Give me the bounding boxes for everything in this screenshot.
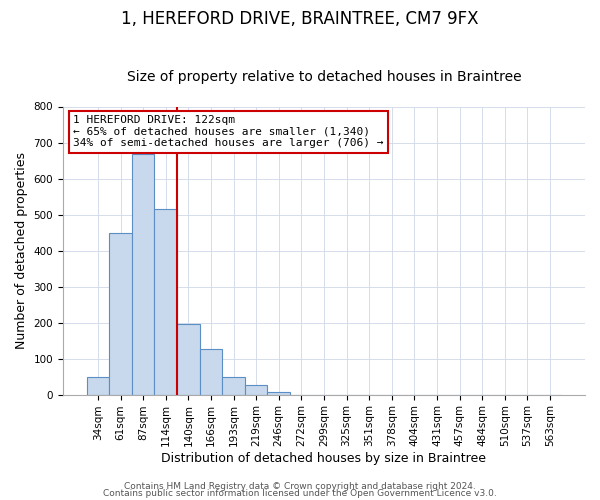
Bar [86,376,109,394]
Text: Contains public sector information licensed under the Open Government Licence v3: Contains public sector information licen… [103,490,497,498]
Bar [268,392,290,394]
Text: 1 HEREFORD DRIVE: 122sqm
← 65% of detached houses are smaller (1,340)
34% of sem: 1 HEREFORD DRIVE: 122sqm ← 65% of detach… [73,115,384,148]
Bar [132,154,154,394]
Y-axis label: Number of detached properties: Number of detached properties [15,152,28,349]
Bar [154,209,177,394]
Bar [177,324,200,394]
Bar [200,349,222,395]
Title: Size of property relative to detached houses in Braintree: Size of property relative to detached ho… [127,70,521,85]
Bar [245,385,268,394]
Bar [222,378,245,394]
Bar [109,234,132,394]
X-axis label: Distribution of detached houses by size in Braintree: Distribution of detached houses by size … [161,452,487,465]
Text: 1, HEREFORD DRIVE, BRAINTREE, CM7 9FX: 1, HEREFORD DRIVE, BRAINTREE, CM7 9FX [121,10,479,28]
Text: Contains HM Land Registry data © Crown copyright and database right 2024.: Contains HM Land Registry data © Crown c… [124,482,476,491]
